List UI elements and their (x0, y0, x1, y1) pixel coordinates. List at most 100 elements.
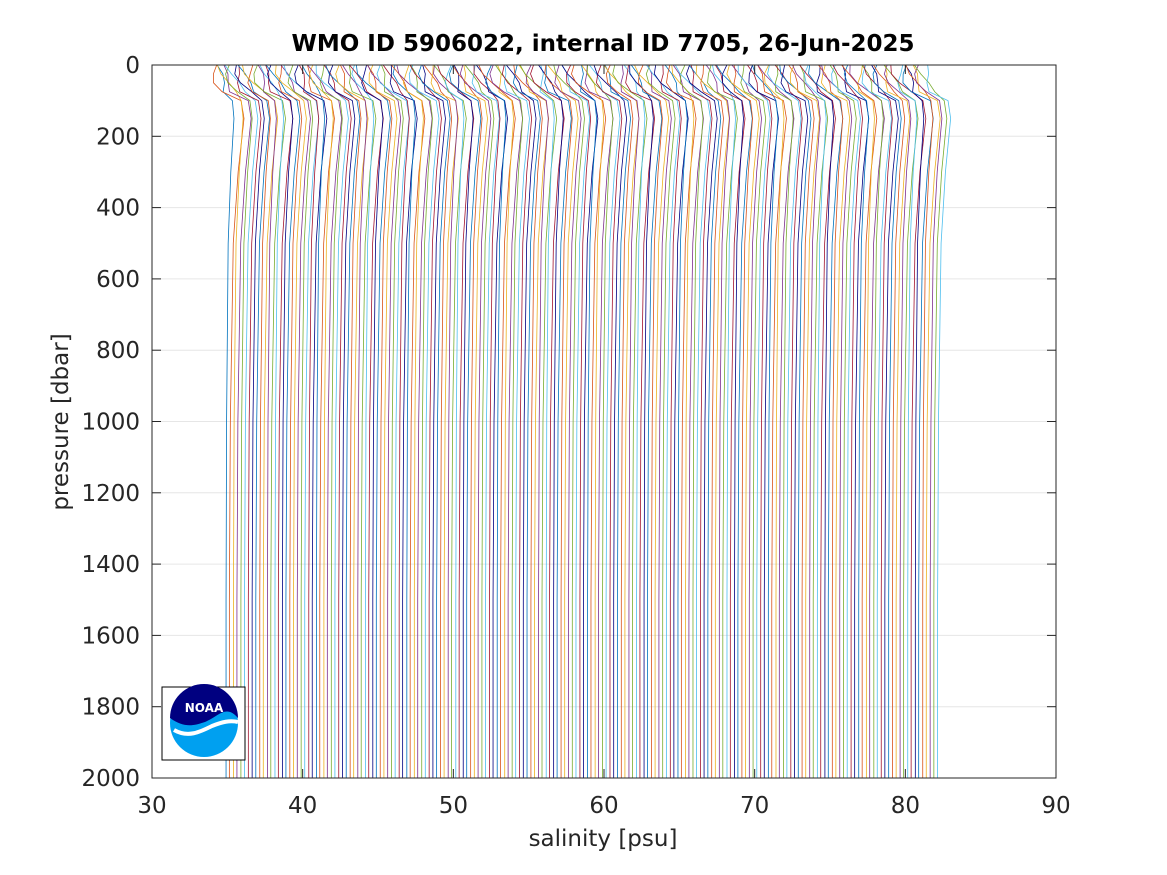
profile-line (722, 65, 744, 778)
profile-line (410, 65, 433, 778)
profile-line (257, 65, 277, 778)
noaa-logo: NOAA (161, 684, 246, 761)
profile-line (501, 65, 533, 778)
profile-line (408, 65, 440, 778)
profile-line (547, 65, 579, 778)
profile-line (737, 65, 771, 778)
y-tick-label: 200 (96, 124, 140, 150)
profile-line (351, 65, 375, 778)
profile-line (503, 65, 530, 778)
profile-line (287, 65, 314, 778)
profile-line (513, 65, 543, 778)
profile-line (538, 65, 564, 778)
profile-line (348, 65, 377, 778)
profile-line (789, 65, 820, 778)
profile-line (580, 65, 597, 778)
profile-line (340, 65, 362, 778)
profile-line (418, 65, 451, 778)
profile-line (485, 65, 507, 778)
profile-line (926, 65, 952, 778)
x-tick-label: 80 (891, 793, 920, 819)
profile-line (392, 65, 416, 778)
axis-ticks (151, 64, 1057, 779)
profile-line (740, 65, 767, 778)
profile-line (604, 65, 631, 778)
profile-line (589, 65, 621, 778)
chart-title: WMO ID 5906022, internal ID 7705, 26-Jun… (291, 31, 914, 57)
profile-line (309, 65, 334, 778)
profile-line (319, 65, 343, 778)
profile-line (726, 65, 760, 778)
profile-line (863, 65, 893, 778)
y-tick-labels: 0 200 400 600 800 1000 1200 1400 1600 1800 2000 (81, 53, 140, 792)
profile-line (237, 65, 262, 778)
profile-line (433, 65, 459, 778)
profile-line (757, 65, 795, 778)
profile-line (857, 65, 875, 778)
profile-line (647, 65, 672, 778)
profile-line (818, 65, 844, 778)
profile-line (544, 65, 573, 778)
x-tick-label: 30 (137, 793, 166, 819)
profile-line (444, 65, 465, 778)
profile-line (883, 65, 919, 778)
profile-line (716, 65, 753, 778)
profile-line (861, 65, 884, 778)
profile-line (816, 65, 835, 778)
profile-line (234, 65, 265, 778)
y-axis-label: pressure [dbar] (48, 333, 74, 510)
profile-line (328, 65, 356, 778)
profile-line (695, 65, 730, 778)
y-tick-label: 600 (96, 267, 140, 293)
profile-line (307, 65, 335, 778)
profile-line (464, 65, 495, 778)
profile-line (849, 65, 885, 778)
profile-line (342, 65, 368, 778)
profile-line (645, 65, 676, 778)
profile-line (799, 65, 829, 778)
profile-line (679, 65, 704, 778)
profile-line (225, 65, 253, 778)
profile-line (259, 65, 285, 778)
profile-line (634, 65, 670, 778)
profile-line (780, 65, 809, 778)
x-tick-labels: 30 40 50 60 70 80 90 (137, 793, 1070, 819)
profile-line (630, 65, 663, 778)
profile-series (212, 65, 952, 778)
x-tick-label: 90 (1041, 793, 1070, 819)
profile-line (581, 65, 605, 778)
profile-line (637, 65, 663, 778)
profile-line (674, 65, 711, 778)
profile-line (586, 65, 614, 778)
profile-line (779, 65, 812, 778)
profile-line (705, 65, 730, 778)
profile-line (423, 65, 453, 778)
profile-line (884, 65, 911, 778)
y-tick-label: 1000 (81, 410, 140, 436)
profile-line (212, 65, 245, 778)
profile-line (747, 65, 773, 778)
profile-line (422, 65, 446, 778)
profile-line (752, 65, 779, 778)
x-tick-label: 50 (439, 793, 468, 819)
profile-line (497, 65, 514, 778)
profile-line (912, 65, 941, 778)
profile-line (871, 65, 899, 778)
y-tick-label: 1200 (81, 481, 140, 507)
profile-line (278, 65, 303, 778)
profile-line (325, 65, 361, 778)
profile-line (799, 65, 836, 778)
profile-line (788, 65, 815, 778)
profile-line (660, 65, 682, 778)
profile-line (247, 65, 271, 778)
logo-bird (170, 684, 238, 726)
profile-line (774, 65, 794, 778)
profile-line (605, 65, 634, 778)
profile-line (402, 65, 424, 778)
profile-line (841, 65, 878, 778)
profile-line (512, 65, 541, 778)
y-tick-label: 1600 (81, 623, 140, 649)
profile-line (671, 65, 695, 778)
profile-line (366, 65, 393, 778)
profile-line (733, 65, 753, 778)
